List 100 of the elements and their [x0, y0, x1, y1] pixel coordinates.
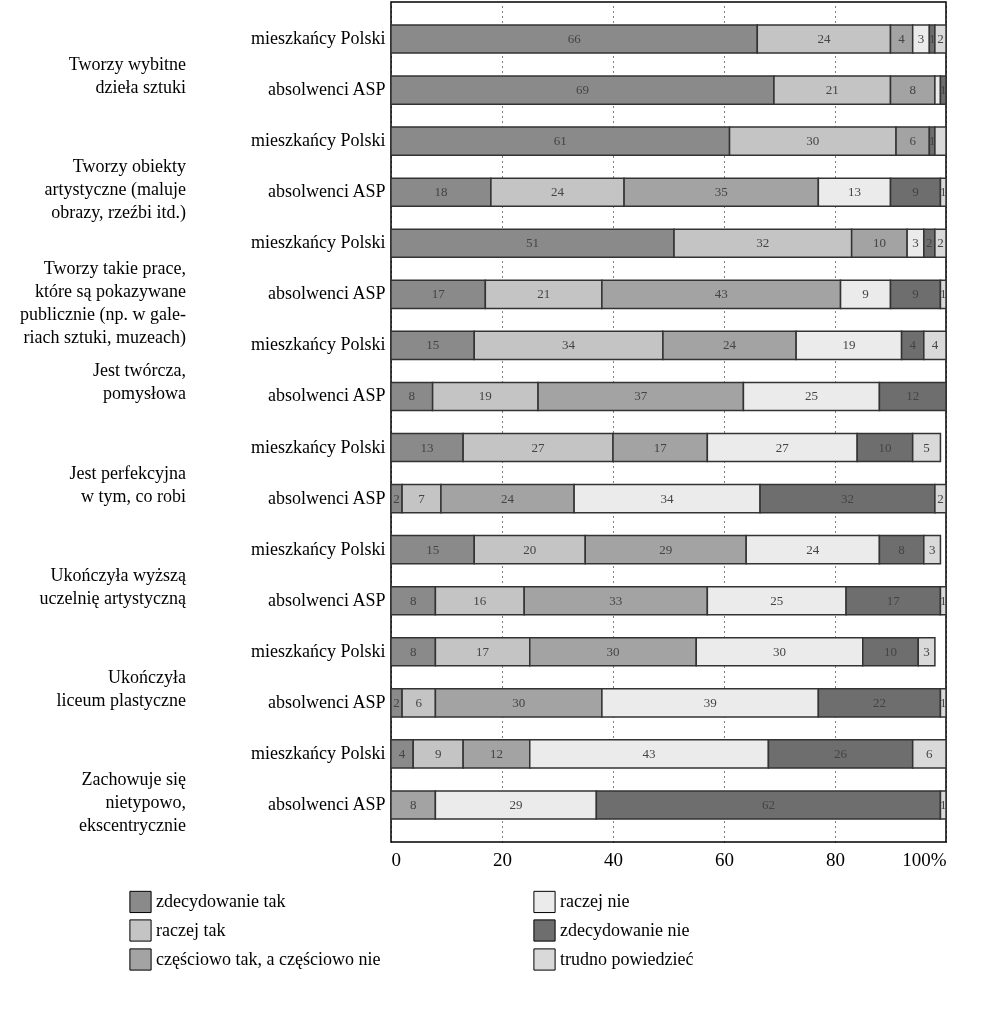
- text: Zachowuje się nietypowo, ekscentrycznie: [79, 768, 187, 835]
- text: Ukończyła liceum plastyczne: [56, 666, 187, 710]
- data-label: 4: [898, 31, 906, 47]
- data-label: 61: [553, 133, 567, 149]
- x-tick-label: 60: [715, 848, 734, 870]
- data-label: 8: [909, 82, 916, 98]
- data-label: 8: [409, 643, 417, 659]
- x-tick-label: 0: [391, 848, 401, 870]
- y-tick-label: mieszkańcy Polski: [251, 538, 386, 559]
- data-label: 34: [562, 337, 576, 353]
- data-label: 2: [393, 490, 400, 506]
- data-label: 37: [634, 388, 648, 404]
- data-label: 13: [420, 439, 434, 455]
- y-tick-label: mieszkańcy Polski: [251, 28, 386, 49]
- y-tick-label: mieszkańcy Polski: [251, 742, 386, 763]
- data-label: 10: [872, 235, 886, 251]
- data-label: 13: [847, 184, 861, 200]
- data-label: 30: [773, 643, 786, 659]
- data-label: 24: [501, 490, 515, 506]
- data-label: 33: [609, 592, 623, 608]
- data-label: 12: [489, 745, 503, 761]
- y-tick-label: absolwenci ASP: [267, 691, 386, 712]
- data-label: 30: [606, 643, 620, 659]
- data-label: 2: [937, 31, 944, 47]
- data-label: 6: [909, 133, 917, 149]
- data-label: 6: [415, 694, 423, 710]
- y-tick-label: mieszkańcy Polski: [251, 334, 386, 355]
- data-label: 1: [939, 184, 947, 200]
- y-tick-label: absolwenci ASP: [267, 793, 386, 814]
- legend-label: częściowo tak, a częściowo nie: [156, 948, 381, 969]
- data-label: 21: [825, 82, 839, 98]
- data-label: 1: [939, 796, 947, 812]
- data-label: 2: [393, 694, 400, 710]
- text: Tworzy wybitne dzieła sztuki: [68, 54, 186, 98]
- data-label: 39: [703, 694, 717, 710]
- data-label: 7: [418, 490, 426, 506]
- y-tick-label: absolwenci ASP: [267, 283, 386, 304]
- data-label: 9: [862, 286, 869, 302]
- data-label: 19: [478, 388, 492, 404]
- data-label: 69: [575, 82, 589, 98]
- data-label: 34: [660, 490, 675, 506]
- data-label: 8: [409, 796, 417, 812]
- data-label: 3: [928, 541, 936, 557]
- legend-label: zdecydowanie nie: [560, 919, 690, 940]
- data-label: 5: [923, 439, 930, 455]
- y-tick-label: absolwenci ASP: [267, 385, 386, 406]
- data-label: 15: [426, 541, 440, 557]
- y-tick-label: mieszkańcy Polski: [251, 436, 386, 457]
- data-label: 25: [770, 592, 784, 608]
- text: Jest twórcza, pomysłowa: [93, 360, 187, 404]
- data-label: 29: [509, 796, 523, 812]
- data-label: 15: [426, 337, 440, 353]
- y-tick-label: mieszkańcy Polski: [251, 232, 386, 253]
- data-label: 8: [409, 592, 417, 608]
- data-label: 24: [817, 31, 831, 47]
- data-label: 51: [526, 235, 540, 251]
- data-label: 9: [434, 745, 442, 761]
- data-label: 21: [537, 286, 551, 302]
- data-label: 16: [473, 592, 487, 608]
- data-label: 29: [659, 541, 673, 557]
- data-label: 17: [653, 439, 668, 455]
- text: Jest perfekcyjna w tym, co robi: [69, 462, 186, 506]
- data-label: 8: [408, 388, 416, 404]
- data-label: 25: [804, 388, 818, 404]
- x-tick-label: 20: [493, 848, 512, 870]
- y-tick-label: mieszkańcy Polski: [251, 130, 386, 151]
- text: Tworzy takie prace, które są pokazywane publicznie (np. w gale- riach sztuki, muzeach): [20, 258, 187, 349]
- x-tick-label: 80: [826, 848, 845, 870]
- data-label: 32: [756, 235, 770, 251]
- data-label: 17: [431, 286, 446, 302]
- data-label: 4: [931, 337, 939, 353]
- data-label: 35: [714, 184, 728, 200]
- data-label: 3: [912, 235, 919, 251]
- data-label: 24: [551, 184, 565, 200]
- data-label: 19: [842, 337, 856, 353]
- data-label: 3: [923, 643, 930, 659]
- data-label: 43: [642, 745, 656, 761]
- data-label: 20: [523, 541, 537, 557]
- data-label: 1: [939, 592, 947, 608]
- data-label: 30: [512, 694, 526, 710]
- text: Ukończyła wyższą uczelnię artystyczną: [39, 564, 188, 608]
- data-label: 24: [723, 337, 737, 353]
- y-tick-label: absolwenci ASP: [267, 487, 386, 508]
- data-label: 1: [939, 286, 947, 302]
- data-label: 3: [917, 31, 925, 47]
- legend-label: zdecydowanie tak: [156, 890, 286, 911]
- data-label: 2: [937, 235, 944, 251]
- data-label: 18: [434, 184, 448, 200]
- legend-label: raczej nie: [560, 890, 630, 911]
- legend-label: trudno powiedzieć: [560, 948, 694, 969]
- data-label: 30: [806, 133, 820, 149]
- x-tick-label: 100%: [902, 848, 947, 870]
- data-label: 2: [937, 490, 944, 506]
- data-label: 24: [806, 541, 820, 557]
- y-tick-label: absolwenci ASP: [267, 181, 386, 202]
- data-label: 1: [939, 694, 947, 710]
- x-tick-label: 40: [604, 848, 623, 870]
- data-label: 4: [398, 745, 406, 761]
- data-label: 43: [714, 286, 728, 302]
- y-tick-label: absolwenci ASP: [267, 589, 386, 610]
